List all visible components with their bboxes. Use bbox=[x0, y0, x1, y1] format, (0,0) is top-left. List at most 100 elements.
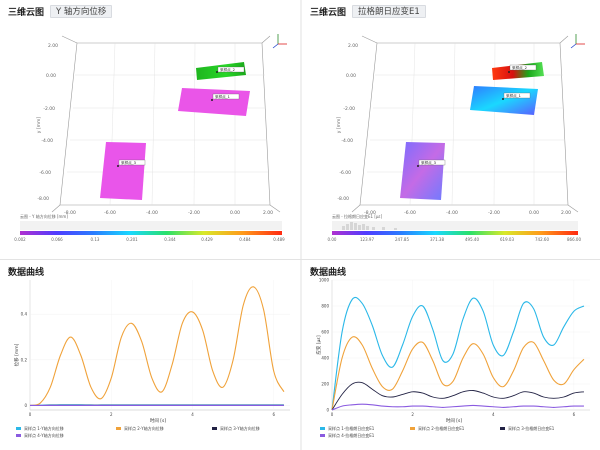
series-line-2[interactable] bbox=[331, 336, 585, 411]
legend-swatch[interactable] bbox=[410, 427, 415, 430]
legend-swatch[interactable] bbox=[116, 427, 121, 430]
legend-label[interactable]: 采样点 3-拉格朗日应变E1 bbox=[508, 425, 555, 431]
x-tick: 0.00 bbox=[529, 210, 539, 216]
series-line-1[interactable] bbox=[331, 296, 585, 411]
view3d-left-panel: 三维云图 Y 轴方向位移 2.00 0.00 -2.00 -4.00 -6.0 bbox=[0, 0, 300, 258]
colorbar-tick: 495.40 bbox=[465, 237, 479, 242]
colorbar-histogram bbox=[342, 222, 397, 230]
view3d-left-field-selector[interactable]: Y 轴方向位移 bbox=[50, 4, 113, 18]
curve-right-xlabel: 时间 [s] bbox=[446, 417, 463, 424]
y-tick-label: 400 bbox=[321, 356, 329, 361]
sample-point[interactable] bbox=[216, 71, 218, 73]
legend-swatch[interactable] bbox=[500, 427, 505, 430]
view3d-right-x-ticks: -8.00 -6.00 -4.00 -2.00 0.00 2.00 bbox=[364, 210, 571, 216]
sample-point-label: 采样点_3 bbox=[121, 160, 136, 165]
colorbar-tick: 866.00 bbox=[567, 237, 581, 242]
legend-label[interactable]: 采样点 1-拉格朗日应变E1 bbox=[328, 425, 375, 431]
view3d-right-panel: 三维云图 拉格朗日应变E1 2.00 0.00 -2.00 -4.00 -6.0… bbox=[302, 0, 600, 258]
curve-right-chart[interactable]: 0 200 400 600 800 1000 0 2 4 6 应变 [με] 时间 [s] 采样点… bbox=[302, 260, 600, 450]
legend-label[interactable]: 采样点 3-Y轴方向位移 bbox=[220, 425, 260, 431]
colorbar-tick: 123.97 bbox=[360, 237, 374, 242]
orientation-triad-icon[interactable] bbox=[272, 34, 287, 49]
x-tick: -6.00 bbox=[104, 210, 116, 216]
y-tick-label: 0 bbox=[326, 408, 329, 413]
surface-patch-3[interactable] bbox=[100, 142, 146, 200]
curve-right-title: 数据曲线 bbox=[310, 267, 347, 278]
curve-left-panel: 数据曲线 0 0.2 0.4 0 2 4 6 位移 [mm] 时间 [s] 采样点 1-Y轴… bbox=[0, 260, 300, 450]
sample-point[interactable] bbox=[117, 165, 119, 167]
legend-swatch[interactable] bbox=[16, 434, 21, 437]
view3d-left-axis-label: y [mm] bbox=[36, 117, 42, 134]
colorbar-tick: 619.03 bbox=[500, 237, 514, 242]
x-tick-label: 6 bbox=[573, 412, 576, 417]
x-tick: 2.00 bbox=[263, 210, 273, 216]
x-tick-label: 4 bbox=[191, 412, 194, 417]
colorbar-tick: 0.489 bbox=[273, 237, 285, 242]
x-tick: -2.00 bbox=[488, 210, 500, 216]
curve-left-header: 数据曲线 bbox=[8, 264, 44, 278]
orientation-triad-icon[interactable] bbox=[570, 34, 585, 49]
colorbar-tick: 371.38 bbox=[430, 237, 444, 242]
x-tick: 2.00 bbox=[561, 210, 571, 216]
legend-swatch[interactable] bbox=[320, 434, 325, 437]
sample-point-label: 采样点_3 bbox=[421, 160, 436, 165]
x-tick-label: 0 bbox=[331, 412, 334, 417]
sample-point-label: 采样点_1 bbox=[215, 94, 230, 99]
x-tick: -8.00 bbox=[64, 210, 76, 216]
view3d-right-canvas[interactable]: 2.00 0.00 -2.00 -4.00 -6.00 -8.00 -8.00 … bbox=[302, 0, 600, 258]
x-tick: 0.00 bbox=[230, 210, 240, 216]
y-tick: -6.00 bbox=[339, 170, 351, 176]
y-tick-label: 800 bbox=[321, 304, 329, 309]
y-tick: -6.00 bbox=[39, 170, 51, 176]
y-tick: -2.00 bbox=[343, 106, 355, 112]
surface-patch-1[interactable] bbox=[492, 62, 544, 80]
legend-swatch[interactable] bbox=[212, 427, 217, 430]
series-line-3[interactable] bbox=[331, 381, 585, 411]
sample-point[interactable] bbox=[502, 98, 504, 100]
sample-point[interactable] bbox=[508, 71, 510, 73]
colorbar-tick: 0.002 bbox=[14, 237, 26, 242]
surface-patch-2[interactable] bbox=[178, 88, 250, 116]
legend-swatch[interactable] bbox=[320, 427, 325, 430]
view3d-right-axis-label: y [mm] bbox=[336, 117, 342, 134]
colorbar bbox=[332, 231, 578, 235]
surface-patch-2[interactable] bbox=[470, 86, 538, 115]
x-tick: -2.00 bbox=[188, 210, 200, 216]
series-line-2[interactable] bbox=[29, 286, 285, 406]
legend-label[interactable]: 采样点 1-Y轴方向位移 bbox=[24, 425, 64, 431]
sample-point[interactable] bbox=[417, 165, 419, 167]
sample-point-label: 采样点_2 bbox=[220, 67, 235, 72]
legend-swatch[interactable] bbox=[16, 427, 21, 430]
y-tick: -4.00 bbox=[341, 138, 353, 144]
curve-left-legend: 采样点 1-Y轴方向位移 采样点 2-Y轴方向位移 采样点 3-Y轴方向位移 采… bbox=[16, 425, 260, 438]
legend-label[interactable]: 采样点 4-Y轴方向位移 bbox=[24, 432, 64, 438]
series-line-4[interactable] bbox=[331, 403, 584, 411]
view3d-right-title: 三维云图 bbox=[310, 7, 347, 18]
vertical-divider bbox=[300, 0, 302, 450]
curve-left-title: 数据曲线 bbox=[8, 267, 45, 278]
curve-right-ylabel: 应变 [με] bbox=[315, 335, 322, 354]
view3d-right-field-selector[interactable]: 拉格朗日应变E1 bbox=[352, 4, 426, 18]
curve-left-chart[interactable]: 0 0.2 0.4 0 2 4 6 位移 [mm] 时间 [s] 采样点 1-Y轴方向位移 … bbox=[0, 260, 300, 450]
x-tick-label: 2 bbox=[110, 412, 113, 417]
colorbar-tick: 0.429 bbox=[201, 237, 213, 242]
sample-point[interactable] bbox=[211, 99, 213, 101]
y-tick: 2.00 bbox=[348, 43, 358, 49]
y-tick-label: 0 bbox=[24, 403, 27, 408]
view3d-right-header: 三维云图 拉格朗日应变E1 bbox=[310, 4, 426, 18]
y-tick: -8.00 bbox=[37, 196, 49, 202]
legend-label[interactable]: 采样点 2-拉格朗日应变E1 bbox=[418, 425, 465, 431]
colorbar bbox=[20, 231, 282, 235]
colorbar-tick: 0.13 bbox=[91, 237, 100, 242]
surface-patch-3[interactable] bbox=[400, 142, 445, 200]
curve-left-ylabel: 位移 [mm] bbox=[13, 343, 20, 366]
colorbar-tick: 0.00 bbox=[328, 237, 337, 242]
legend-label[interactable]: 采样点 4-拉格朗日应变E1 bbox=[328, 432, 375, 438]
y-tick: 0.00 bbox=[346, 73, 356, 79]
legend-label[interactable]: 采样点 2-Y轴方向位移 bbox=[124, 425, 164, 431]
y-tick-label: 1000 bbox=[319, 278, 330, 283]
y-tick-label: 200 bbox=[321, 382, 329, 387]
view3d-left-canvas[interactable]: 2.00 0.00 -2.00 -4.00 -6.00 -8.00 -8.00 … bbox=[0, 0, 300, 258]
y-tick: -8.00 bbox=[337, 196, 349, 202]
x-tick: -8.00 bbox=[364, 210, 376, 216]
